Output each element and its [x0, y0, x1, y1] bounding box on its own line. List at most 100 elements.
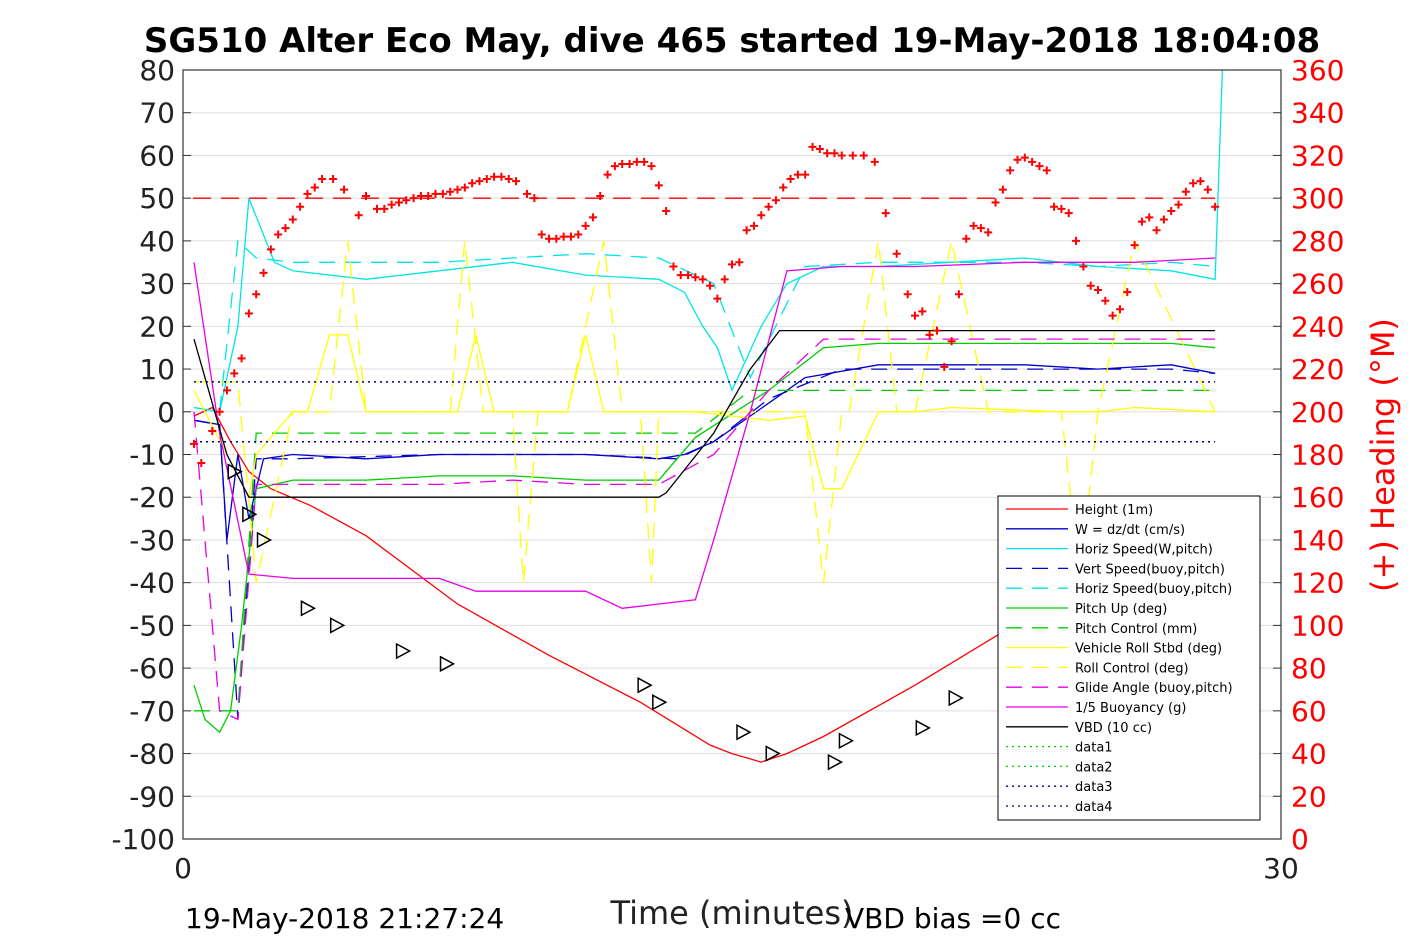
- triangle-marker: [915, 719, 931, 737]
- heading-point: [911, 311, 919, 320]
- y-axis-right: 3603403203002802602402202001801601401201…: [1273, 54, 1344, 856]
- heading-point: [932, 326, 941, 335]
- triangle-marker: [838, 732, 855, 749]
- heading-point: [662, 206, 671, 215]
- y-tick-label: -60: [129, 652, 175, 685]
- heading-point: [581, 221, 590, 230]
- heading-point: [252, 290, 261, 299]
- legend-label: data4: [1075, 800, 1113, 815]
- heading-point: [530, 194, 539, 203]
- y2-tick-label: 20: [1291, 780, 1327, 813]
- heading-point: [764, 202, 773, 211]
- heading-point: [1101, 296, 1110, 305]
- triangle-marker: [300, 600, 317, 617]
- heading-point: [354, 211, 363, 220]
- y2-tick-label: 360: [1291, 54, 1344, 87]
- heading-point: [1167, 206, 1176, 215]
- heading-point: [523, 189, 532, 198]
- triangle-marker: [765, 745, 781, 762]
- y-axis-left: 80 70 60 50 40 30 20 10 0 -10 -20 -30 -40 -50 -60 -70 -8…: [111, 54, 191, 856]
- series-line-9: [193, 338, 1216, 721]
- heading-point: [954, 290, 963, 299]
- series-line-2: [193, 69, 1224, 413]
- y2-tick-label: 180: [1291, 439, 1344, 472]
- heading-point: [698, 275, 707, 284]
- y2-tick-label: 120: [1291, 567, 1344, 600]
- legend-label: W = dz/dt (cm/s): [1075, 523, 1185, 538]
- y2-axis-label: (+) Heading (°M): [1364, 318, 1402, 592]
- heading-point: [1137, 217, 1146, 226]
- heading-point: [676, 271, 685, 280]
- heading-point: [976, 224, 985, 233]
- heading-point: [230, 369, 239, 378]
- heading-point: [793, 170, 802, 179]
- heading-point: [545, 234, 553, 243]
- y2-tick-label: 320: [1291, 139, 1344, 172]
- series-group: [193, 69, 1224, 763]
- heading-point: [1057, 204, 1066, 213]
- heading-point: [1130, 241, 1139, 250]
- legend-box: [997, 495, 1261, 821]
- heading-point: [402, 196, 411, 205]
- heading-point: [197, 459, 206, 468]
- legend-label: 1/5 Buoyancy (g): [1075, 701, 1186, 716]
- y2-tick-label: 200: [1291, 396, 1344, 429]
- heading-point: [640, 157, 649, 166]
- y-tick-label: 10: [139, 353, 175, 386]
- y-tick-label: 0: [157, 396, 175, 429]
- heading-point: [1196, 177, 1205, 186]
- heading-point: [468, 179, 477, 188]
- heading-point: [362, 192, 370, 201]
- legend-label: Vert Speed(buoy,pitch): [1075, 562, 1225, 577]
- y-tick-label: -100: [111, 823, 175, 856]
- legend-label: Vehicle Roll Stbd (deg): [1075, 642, 1222, 657]
- y-tick-label: -30: [129, 524, 175, 557]
- heading-point: [984, 228, 993, 237]
- heading-point: [837, 151, 846, 160]
- series-line-7: [193, 334, 1216, 500]
- heading-point: [848, 151, 857, 160]
- legend-label: VBD (10 cc): [1075, 721, 1152, 736]
- legend-label: Horiz Speed(W,pitch): [1075, 543, 1213, 558]
- heading-point: [1072, 236, 1081, 245]
- y2-tick-label: 100: [1291, 609, 1344, 642]
- triangle-marker: [637, 676, 653, 694]
- triangle-marker: [242, 506, 258, 523]
- heading-point: [460, 183, 469, 192]
- triangle-marker: [736, 723, 752, 741]
- heading-point: [1006, 166, 1015, 175]
- heading-point: [431, 189, 440, 198]
- series-line-6: [194, 389, 1216, 712]
- heading-point: [566, 232, 575, 241]
- heading-point: [618, 159, 627, 168]
- y2-tick-label: 300: [1291, 182, 1344, 215]
- heading-point: [691, 273, 700, 282]
- heading-point: [728, 260, 736, 269]
- heading-point: [438, 189, 447, 198]
- y-tick-label: -40: [129, 567, 175, 600]
- chart-title: SG510 Alter Eco May, dive 465 started 19…: [144, 21, 1320, 61]
- heading-point: [684, 271, 693, 280]
- y-tick-label: -90: [129, 780, 175, 813]
- y2-tick-label: 40: [1291, 738, 1327, 771]
- heading-point: [215, 407, 224, 416]
- heading-point: [394, 198, 403, 207]
- heading-point: [870, 157, 879, 166]
- y2-tick-label: 340: [1291, 97, 1344, 130]
- heading-point: [1152, 226, 1161, 235]
- heading-point: [757, 211, 766, 220]
- heading-point: [610, 162, 619, 171]
- x-axis: 0 30: [174, 852, 1299, 885]
- y-tick-label: 40: [139, 225, 175, 258]
- footer-vbd-bias: VBD bias =0 cc: [845, 902, 1061, 935]
- heading-point: [274, 230, 283, 239]
- y2-tick-label: 240: [1291, 310, 1344, 343]
- heading-point: [372, 204, 381, 213]
- series-line-8: [194, 238, 1216, 583]
- heading-point: [779, 183, 788, 192]
- x-tick-label: 30: [1263, 852, 1299, 885]
- y-tick-label: -10: [129, 439, 175, 472]
- heading-point: [918, 307, 927, 316]
- footer-timestamp: 19-May-2018 21:27:24: [185, 902, 504, 935]
- heading-point: [1042, 166, 1051, 175]
